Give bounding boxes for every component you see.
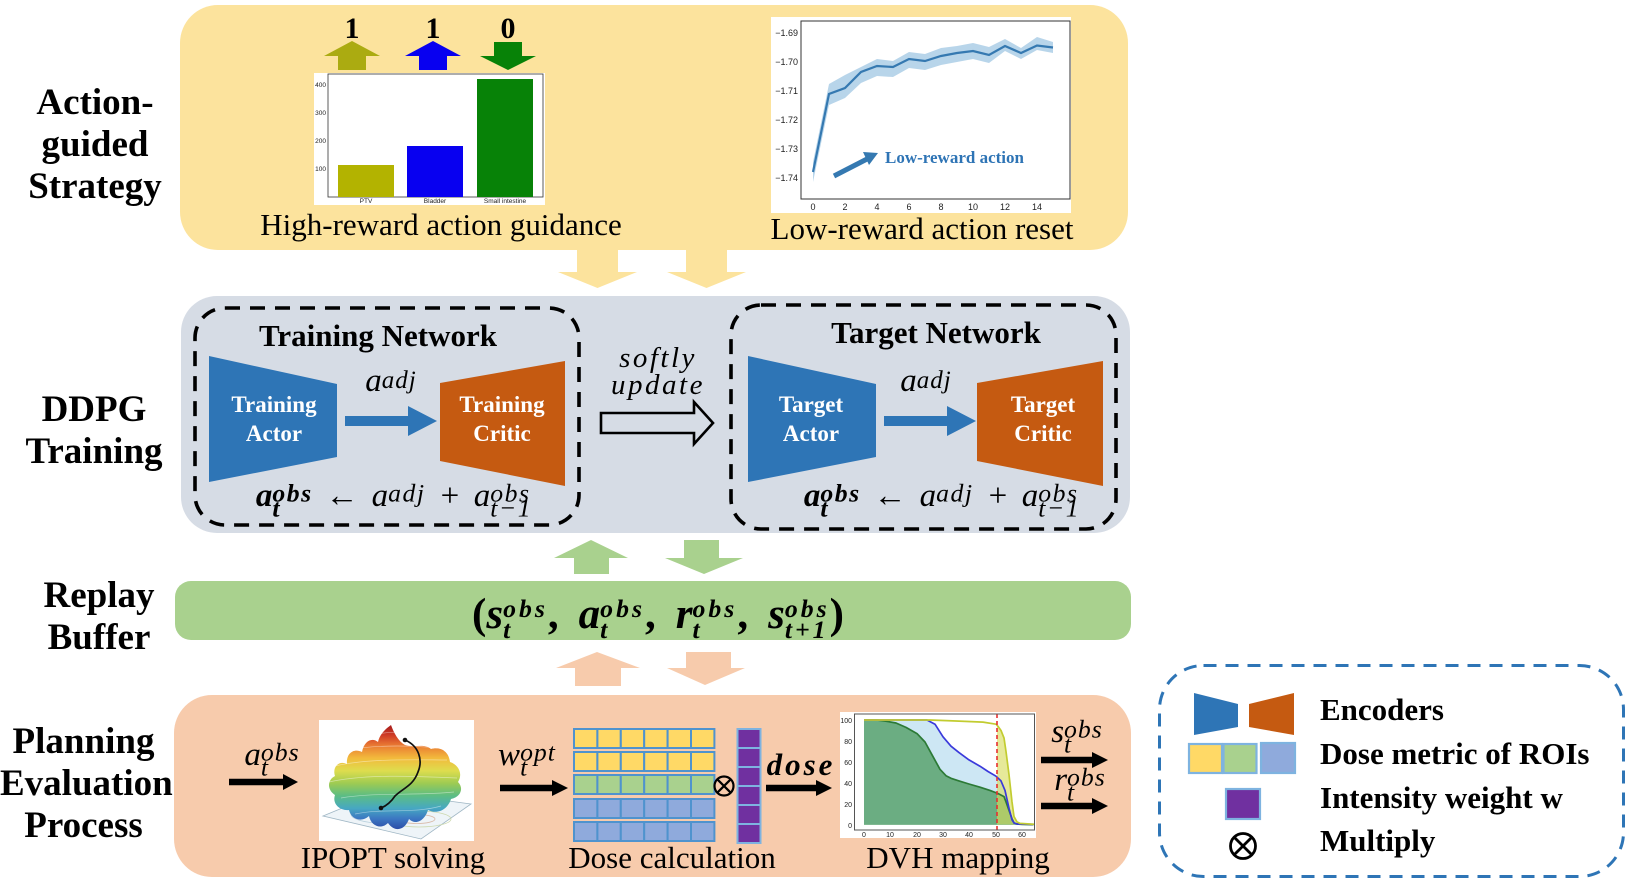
svg-text:30: 30: [939, 832, 947, 839]
svg-text:Low-reward action: Low-reward action: [885, 148, 1025, 167]
svg-text:60: 60: [844, 760, 852, 767]
svg-text:4: 4: [874, 202, 879, 212]
svg-text:PTV: PTV: [360, 198, 373, 205]
svg-text:12: 12: [1000, 202, 1010, 212]
svg-text:8: 8: [938, 202, 943, 212]
svg-text:20: 20: [844, 802, 852, 809]
svg-text:6: 6: [906, 202, 911, 212]
svg-text:0: 0: [862, 832, 866, 839]
svg-text:10: 10: [968, 202, 978, 212]
svg-text:Bladder: Bladder: [424, 198, 447, 205]
svg-text:10: 10: [886, 832, 894, 839]
svg-text:40: 40: [844, 781, 852, 788]
svg-text:80: 80: [844, 739, 852, 746]
svg-text:0: 0: [810, 202, 815, 212]
svg-text:0: 0: [501, 12, 516, 45]
svg-text:14: 14: [1032, 202, 1042, 212]
svg-text:1: 1: [426, 12, 441, 45]
svg-text:−1.72: −1.72: [775, 115, 798, 125]
svg-text:40: 40: [965, 832, 973, 839]
svg-text:Small intestine: Small intestine: [484, 198, 527, 205]
svg-text:50: 50: [992, 832, 1000, 839]
svg-text:0: 0: [848, 823, 852, 830]
svg-text:400: 400: [315, 82, 326, 89]
svg-text:1: 1: [345, 12, 360, 45]
svg-text:2: 2: [842, 202, 847, 212]
svg-text:100: 100: [840, 718, 852, 725]
svg-text:−1.74: −1.74: [775, 173, 798, 183]
svg-text:20: 20: [913, 832, 921, 839]
svg-text:−1.71: −1.71: [775, 86, 798, 96]
svg-text:60: 60: [1018, 832, 1026, 839]
svg-text:100: 100: [315, 166, 326, 173]
svg-text:200: 200: [315, 138, 326, 145]
svg-text:−1.73: −1.73: [775, 144, 798, 154]
svg-text:300: 300: [315, 110, 326, 117]
svg-text:−1.70: −1.70: [775, 57, 798, 67]
svg-text:−1.69: −1.69: [775, 28, 798, 38]
